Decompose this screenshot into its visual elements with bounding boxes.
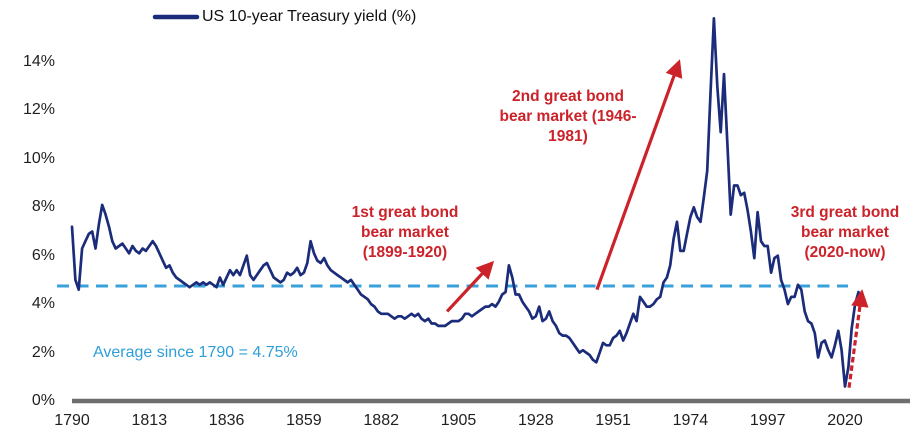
x-tick-label: 2020 <box>827 412 863 429</box>
annotation-line: (1899-1920) <box>362 244 448 261</box>
x-tick-label: 1997 <box>749 412 786 429</box>
x-tick-label: 1905 <box>440 412 477 429</box>
annotation-line: 1981) <box>548 128 588 145</box>
annotation-2nd-bear-market: 2nd great bond bear market (1946- 1981) <box>492 87 644 147</box>
annotation-line: 1st great bond <box>351 204 459 221</box>
y-tick-label: 8% <box>31 198 55 216</box>
annotation-line: bear market (1946- <box>499 108 637 125</box>
y-tick-label: 4% <box>31 295 55 313</box>
x-tick-label: 1928 <box>518 412 554 429</box>
x-tick-label: 1836 <box>208 412 245 429</box>
y-tick-label: 0% <box>31 392 55 409</box>
x-tick-label: 1790 <box>54 412 90 429</box>
bear-market-arrow-1 <box>445 260 495 313</box>
annotation-line: (2020-now) <box>804 244 886 261</box>
y-tick-label: 14% <box>22 53 55 70</box>
bear-market-arrow-2 <box>595 59 683 291</box>
legend-label: US 10-year Treasury yield (%) <box>202 8 417 25</box>
bear-market-arrow-3 <box>847 289 869 388</box>
treasury-yield-line <box>70 17 860 388</box>
y-tick-label: 10% <box>22 149 55 167</box>
annotation-line: 2nd great bond <box>512 88 624 105</box>
y-tick-label: 12% <box>22 101 55 119</box>
annotation-3rd-bear-market: 3rd great bond bear market (2020-now) <box>771 203 918 263</box>
annotation-line: bear market <box>361 224 449 241</box>
annotation-line: bear market <box>801 224 889 241</box>
x-tick-label: 1813 <box>131 412 168 429</box>
annotation-1st-bear-market: 1st great bond bear market (1899-1920) <box>329 203 481 263</box>
y-tick-label: 6% <box>31 246 55 264</box>
annotation-line: 3rd great bond <box>790 204 900 221</box>
x-tick-label: 1882 <box>363 412 399 429</box>
average-since-1790-label: Average since 1790 = 4.75% <box>93 344 298 361</box>
y-tick-label: 2% <box>31 343 55 361</box>
x-tick-label: 1951 <box>595 412 631 429</box>
x-tick-label: 1859 <box>286 412 322 429</box>
x-tick-label: 1974 <box>672 412 709 429</box>
